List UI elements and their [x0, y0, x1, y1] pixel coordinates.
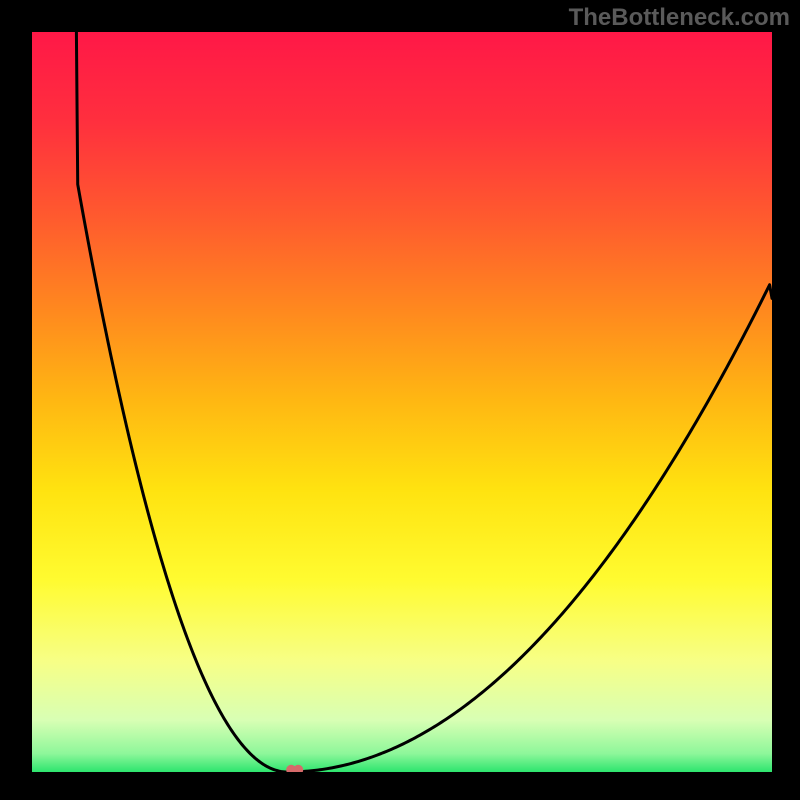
bottleneck-curve-chart	[32, 32, 772, 772]
chart-stage: TheBottleneck.com	[0, 0, 800, 800]
plot-area	[32, 32, 772, 772]
gradient-background	[32, 32, 772, 772]
watermark-text: TheBottleneck.com	[569, 4, 790, 32]
